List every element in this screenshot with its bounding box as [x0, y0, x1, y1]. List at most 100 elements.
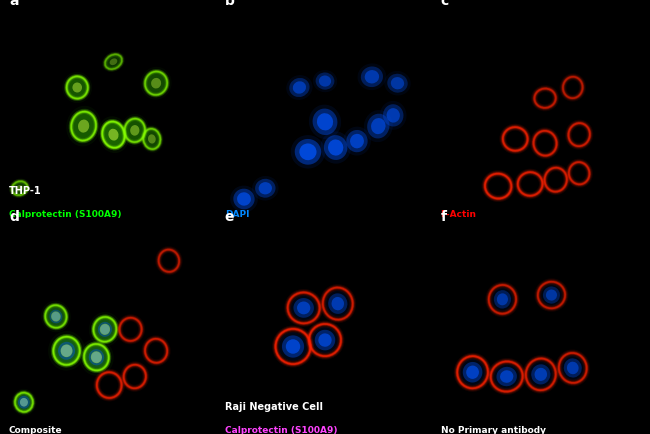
Ellipse shape: [466, 365, 479, 379]
Text: Calprotectin (S100A9): Calprotectin (S100A9): [9, 210, 122, 219]
Ellipse shape: [52, 312, 60, 321]
Ellipse shape: [316, 72, 334, 90]
Text: f: f: [441, 210, 447, 224]
Ellipse shape: [291, 135, 325, 168]
Ellipse shape: [91, 351, 102, 363]
Ellipse shape: [61, 345, 72, 357]
Ellipse shape: [16, 394, 32, 411]
Ellipse shape: [294, 139, 321, 164]
Ellipse shape: [49, 309, 62, 323]
Ellipse shape: [105, 54, 122, 69]
Ellipse shape: [387, 108, 400, 123]
Ellipse shape: [317, 113, 333, 130]
Ellipse shape: [102, 122, 125, 148]
Text: Composite: Composite: [9, 426, 62, 434]
Ellipse shape: [564, 358, 582, 378]
Ellipse shape: [230, 186, 258, 212]
Ellipse shape: [10, 180, 29, 197]
Ellipse shape: [528, 361, 553, 388]
Ellipse shape: [291, 295, 317, 321]
Ellipse shape: [20, 398, 28, 407]
Ellipse shape: [371, 118, 385, 134]
Text: THP-1: THP-1: [9, 186, 42, 196]
Ellipse shape: [325, 290, 350, 317]
Ellipse shape: [20, 398, 28, 406]
Ellipse shape: [320, 132, 351, 164]
Ellipse shape: [60, 345, 73, 357]
Ellipse shape: [84, 344, 109, 371]
Ellipse shape: [293, 298, 314, 318]
Ellipse shape: [367, 114, 389, 138]
Text: e: e: [225, 210, 234, 224]
Ellipse shape: [567, 362, 578, 374]
Ellipse shape: [286, 75, 313, 100]
Ellipse shape: [328, 139, 343, 156]
Ellipse shape: [289, 78, 309, 97]
Text: d: d: [9, 210, 19, 224]
Ellipse shape: [313, 108, 337, 135]
Ellipse shape: [346, 130, 368, 152]
Ellipse shape: [324, 135, 347, 160]
Ellipse shape: [497, 293, 508, 306]
Ellipse shape: [43, 303, 69, 330]
Ellipse shape: [143, 129, 161, 149]
Ellipse shape: [125, 118, 145, 142]
Ellipse shape: [343, 127, 371, 155]
Ellipse shape: [122, 116, 147, 145]
Ellipse shape: [86, 347, 107, 368]
Ellipse shape: [69, 108, 99, 144]
Ellipse shape: [312, 327, 338, 353]
Ellipse shape: [16, 185, 23, 191]
Ellipse shape: [237, 192, 251, 206]
Ellipse shape: [546, 289, 557, 301]
Text: a: a: [9, 0, 18, 8]
Ellipse shape: [142, 127, 162, 151]
Ellipse shape: [319, 76, 331, 87]
Ellipse shape: [297, 302, 310, 314]
Ellipse shape: [380, 101, 406, 130]
Ellipse shape: [300, 144, 317, 160]
Ellipse shape: [12, 181, 27, 195]
Ellipse shape: [282, 335, 304, 358]
Ellipse shape: [91, 315, 119, 344]
Ellipse shape: [493, 364, 520, 389]
Ellipse shape: [279, 332, 307, 361]
Ellipse shape: [64, 74, 90, 101]
Ellipse shape: [383, 104, 404, 126]
Ellipse shape: [540, 284, 562, 306]
Ellipse shape: [384, 71, 411, 95]
Ellipse shape: [391, 77, 404, 89]
Ellipse shape: [130, 125, 139, 136]
Text: c: c: [441, 0, 449, 8]
Ellipse shape: [92, 352, 101, 362]
Ellipse shape: [51, 334, 83, 368]
Ellipse shape: [358, 63, 386, 90]
Ellipse shape: [94, 317, 116, 342]
Ellipse shape: [81, 341, 111, 373]
Ellipse shape: [46, 305, 66, 328]
Ellipse shape: [96, 319, 114, 339]
Ellipse shape: [66, 76, 88, 99]
Ellipse shape: [13, 391, 34, 414]
Ellipse shape: [78, 119, 89, 133]
Ellipse shape: [497, 367, 517, 386]
Ellipse shape: [233, 189, 255, 209]
Ellipse shape: [318, 333, 332, 347]
Ellipse shape: [531, 364, 551, 385]
Ellipse shape: [491, 287, 514, 311]
Ellipse shape: [109, 129, 118, 141]
Ellipse shape: [47, 308, 64, 326]
Ellipse shape: [88, 349, 104, 365]
Ellipse shape: [494, 290, 511, 309]
Ellipse shape: [286, 339, 300, 354]
Text: Calprotectin (S100A9): Calprotectin (S100A9): [225, 426, 337, 434]
Ellipse shape: [100, 325, 109, 334]
Ellipse shape: [332, 297, 344, 310]
Text: DAPI: DAPI: [225, 210, 250, 219]
Ellipse shape: [543, 286, 560, 304]
Ellipse shape: [100, 119, 127, 151]
Ellipse shape: [110, 59, 117, 65]
Ellipse shape: [148, 135, 156, 144]
Ellipse shape: [309, 105, 341, 139]
Ellipse shape: [98, 322, 112, 337]
